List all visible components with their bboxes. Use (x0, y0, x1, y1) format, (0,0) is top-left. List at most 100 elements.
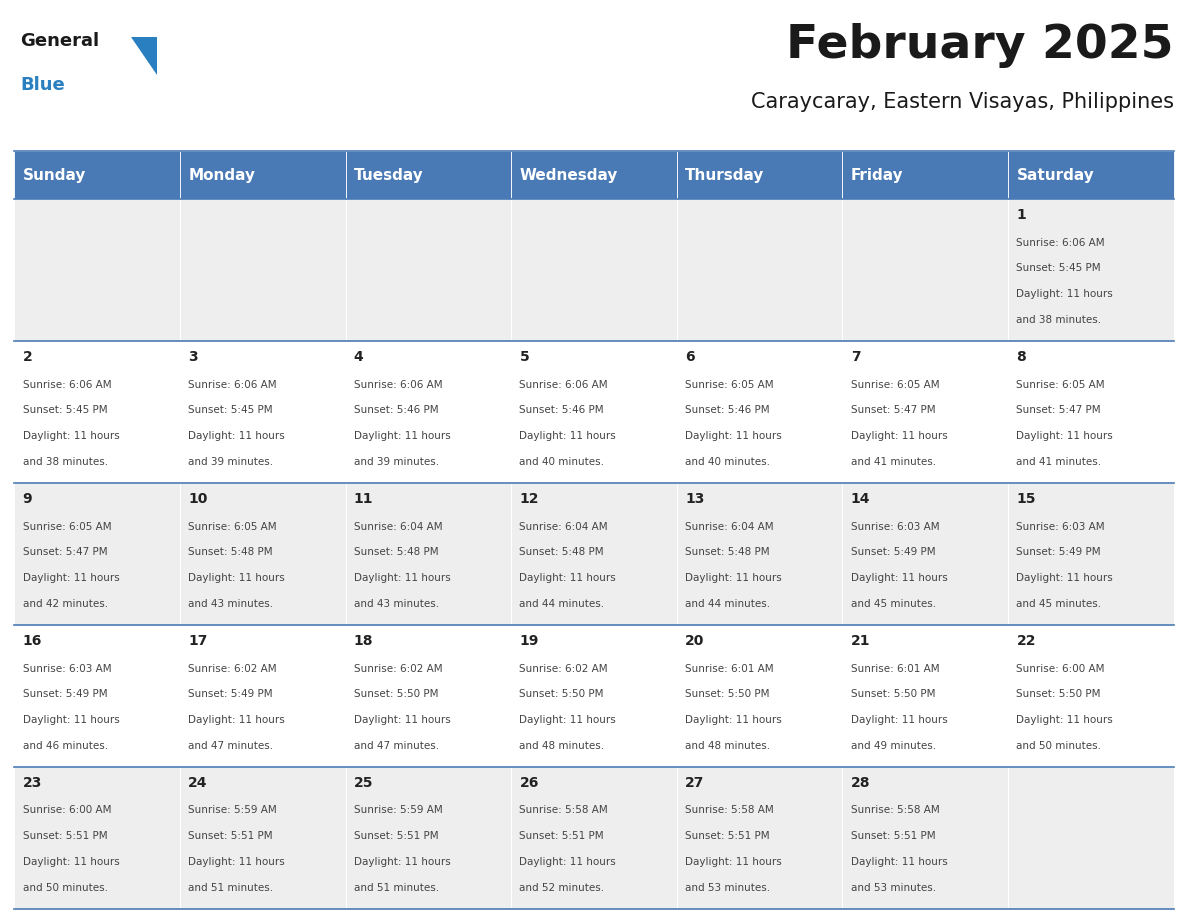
Text: and 45 minutes.: and 45 minutes. (1017, 599, 1101, 609)
Text: Wednesday: Wednesday (519, 168, 618, 183)
Text: 9: 9 (23, 492, 32, 506)
Text: 15: 15 (1017, 492, 1036, 506)
Text: Daylight: 11 hours: Daylight: 11 hours (1017, 289, 1113, 299)
Bar (1009, 151, 1174, 199)
Bar (842, 767, 1009, 909)
Text: and 52 minutes.: and 52 minutes. (519, 882, 605, 892)
Text: Daylight: 11 hours: Daylight: 11 hours (23, 715, 119, 725)
Bar (346, 767, 511, 909)
Text: 22: 22 (1017, 634, 1036, 648)
Text: 3: 3 (188, 351, 198, 364)
Text: Sunset: 5:45 PM: Sunset: 5:45 PM (188, 406, 273, 415)
Text: Blue: Blue (20, 76, 65, 95)
Text: Sunset: 5:47 PM: Sunset: 5:47 PM (1017, 406, 1101, 415)
Text: 11: 11 (354, 492, 373, 506)
Text: Sunrise: 6:02 AM: Sunrise: 6:02 AM (354, 664, 442, 674)
Text: and 41 minutes.: and 41 minutes. (851, 457, 936, 466)
Text: Daylight: 11 hours: Daylight: 11 hours (519, 715, 617, 725)
Bar (346, 483, 511, 625)
Bar (1009, 767, 1174, 909)
Text: Sunset: 5:49 PM: Sunset: 5:49 PM (188, 689, 273, 700)
Text: and 46 minutes.: and 46 minutes. (23, 741, 108, 751)
Text: Daylight: 11 hours: Daylight: 11 hours (685, 856, 782, 867)
Text: Sunrise: 5:59 AM: Sunrise: 5:59 AM (354, 805, 443, 815)
Text: Daylight: 11 hours: Daylight: 11 hours (354, 431, 450, 441)
Bar (677, 151, 842, 199)
Text: 21: 21 (851, 634, 871, 648)
Text: and 39 minutes.: and 39 minutes. (188, 457, 273, 466)
Bar (677, 341, 842, 483)
Bar (346, 199, 511, 341)
Text: Sunset: 5:50 PM: Sunset: 5:50 PM (685, 689, 770, 700)
Text: Daylight: 11 hours: Daylight: 11 hours (685, 715, 782, 725)
Text: Sunrise: 5:58 AM: Sunrise: 5:58 AM (519, 805, 608, 815)
Text: and 40 minutes.: and 40 minutes. (519, 457, 605, 466)
Text: and 43 minutes.: and 43 minutes. (188, 599, 273, 609)
Text: and 48 minutes.: and 48 minutes. (685, 741, 770, 751)
Text: Daylight: 11 hours: Daylight: 11 hours (188, 431, 285, 441)
Text: Sunrise: 6:02 AM: Sunrise: 6:02 AM (519, 664, 608, 674)
Polygon shape (131, 37, 157, 75)
Text: 8: 8 (1017, 351, 1026, 364)
Text: 20: 20 (685, 634, 704, 648)
Text: 19: 19 (519, 634, 539, 648)
Text: Sunset: 5:50 PM: Sunset: 5:50 PM (354, 689, 438, 700)
Text: Sunrise: 6:02 AM: Sunrise: 6:02 AM (188, 664, 277, 674)
Bar (179, 151, 346, 199)
Text: Daylight: 11 hours: Daylight: 11 hours (685, 431, 782, 441)
Bar (14, 767, 179, 909)
Text: and 40 minutes.: and 40 minutes. (685, 457, 770, 466)
Text: Sunrise: 5:59 AM: Sunrise: 5:59 AM (188, 805, 277, 815)
Text: 5: 5 (519, 351, 529, 364)
Text: Sunrise: 6:06 AM: Sunrise: 6:06 AM (23, 380, 112, 389)
Text: Sunrise: 6:03 AM: Sunrise: 6:03 AM (1017, 521, 1105, 532)
Bar (1009, 341, 1174, 483)
Text: Sunset: 5:49 PM: Sunset: 5:49 PM (851, 547, 935, 557)
Text: Sunrise: 6:03 AM: Sunrise: 6:03 AM (851, 521, 940, 532)
Text: Monday: Monday (188, 168, 255, 183)
Bar (179, 625, 346, 767)
Text: Sunrise: 6:05 AM: Sunrise: 6:05 AM (23, 521, 112, 532)
Text: Sunrise: 6:01 AM: Sunrise: 6:01 AM (685, 664, 773, 674)
Text: Sunset: 5:46 PM: Sunset: 5:46 PM (685, 406, 770, 415)
Text: 1: 1 (1017, 208, 1026, 222)
Text: Sunset: 5:51 PM: Sunset: 5:51 PM (354, 831, 438, 841)
Text: Sunset: 5:48 PM: Sunset: 5:48 PM (354, 547, 438, 557)
Text: February 2025: February 2025 (786, 23, 1174, 68)
Text: Sunset: 5:47 PM: Sunset: 5:47 PM (23, 547, 107, 557)
Text: Daylight: 11 hours: Daylight: 11 hours (188, 573, 285, 583)
Text: and 44 minutes.: and 44 minutes. (685, 599, 770, 609)
Text: Sunrise: 6:06 AM: Sunrise: 6:06 AM (519, 380, 608, 389)
Bar (14, 341, 179, 483)
Text: Sunset: 5:50 PM: Sunset: 5:50 PM (519, 689, 604, 700)
Text: Caraycaray, Eastern Visayas, Philippines: Caraycaray, Eastern Visayas, Philippines (751, 92, 1174, 112)
Text: Sunset: 5:45 PM: Sunset: 5:45 PM (1017, 263, 1101, 274)
Bar (677, 767, 842, 909)
Text: 7: 7 (851, 351, 860, 364)
Text: Daylight: 11 hours: Daylight: 11 hours (1017, 573, 1113, 583)
Text: Sunrise: 6:00 AM: Sunrise: 6:00 AM (23, 805, 110, 815)
Bar (14, 483, 179, 625)
Bar (511, 151, 677, 199)
Text: 18: 18 (354, 634, 373, 648)
Text: Sunset: 5:49 PM: Sunset: 5:49 PM (23, 689, 107, 700)
Bar (346, 151, 511, 199)
Text: Sunday: Sunday (23, 168, 86, 183)
Text: Sunset: 5:51 PM: Sunset: 5:51 PM (851, 831, 935, 841)
Text: 12: 12 (519, 492, 539, 506)
Text: Daylight: 11 hours: Daylight: 11 hours (354, 856, 450, 867)
Text: 2: 2 (23, 351, 32, 364)
Text: Sunrise: 6:05 AM: Sunrise: 6:05 AM (851, 380, 940, 389)
Text: Sunrise: 6:06 AM: Sunrise: 6:06 AM (354, 380, 442, 389)
Text: Sunset: 5:48 PM: Sunset: 5:48 PM (519, 547, 605, 557)
Text: Sunset: 5:51 PM: Sunset: 5:51 PM (519, 831, 605, 841)
Text: Sunrise: 6:04 AM: Sunrise: 6:04 AM (685, 521, 773, 532)
Bar (842, 199, 1009, 341)
Bar (511, 341, 677, 483)
Text: 23: 23 (23, 776, 42, 790)
Bar (677, 625, 842, 767)
Text: and 49 minutes.: and 49 minutes. (851, 741, 936, 751)
Text: 14: 14 (851, 492, 871, 506)
Text: 13: 13 (685, 492, 704, 506)
Text: and 47 minutes.: and 47 minutes. (354, 741, 440, 751)
